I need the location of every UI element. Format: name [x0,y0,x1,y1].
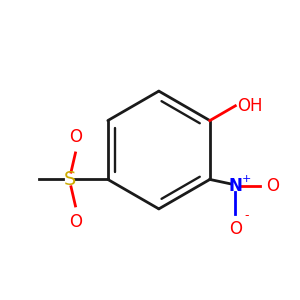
Text: O: O [229,220,242,238]
Text: O: O [69,128,82,146]
Text: OH: OH [237,97,262,115]
Text: S: S [63,170,76,189]
Text: O: O [266,177,279,195]
Text: N: N [229,177,242,195]
Text: O: O [69,213,82,231]
Text: +: + [242,174,251,184]
Text: -: - [244,209,249,222]
